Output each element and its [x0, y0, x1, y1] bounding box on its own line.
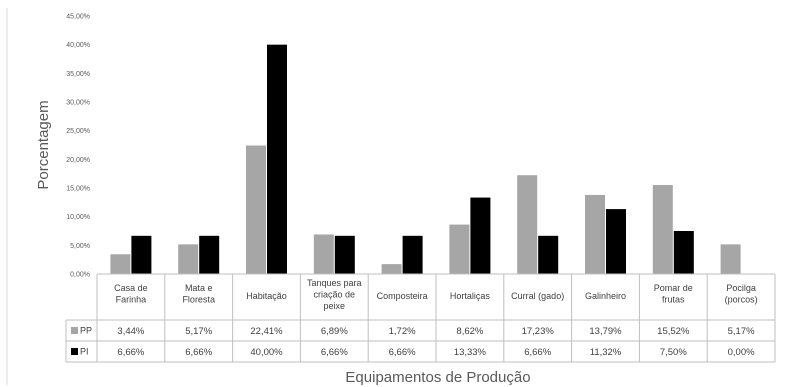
data-label: 6,66%: [321, 347, 348, 358]
category-label: Pocilga: [726, 283, 756, 293]
category-label: Curral (gado): [511, 291, 564, 301]
data-label: 5,17%: [728, 326, 755, 337]
data-label: 22,41%: [250, 326, 283, 337]
data-label: 40,00%: [250, 347, 283, 358]
legend-key-pi: [71, 348, 78, 355]
data-label: 17,23%: [522, 326, 555, 337]
category-label: Composteira: [377, 291, 428, 301]
y-tick-label: 5,00%: [70, 243, 90, 250]
data-label: 3,44%: [117, 326, 144, 337]
bar-pi-8: [673, 231, 694, 274]
bar-pi-7: [606, 209, 626, 274]
bar-pi-2: [267, 44, 287, 274]
x-axis-label: Equipamentos de Produção: [345, 369, 530, 386]
data-label: 11,32%: [590, 347, 622, 358]
bar-pp-2: [246, 145, 266, 274]
y-tick-label: 0,00%: [70, 272, 90, 279]
y-tick-label: 45,00%: [66, 14, 90, 21]
category-label: Tanques para: [307, 278, 362, 288]
category-label: Casa de: [114, 283, 148, 293]
category-label: Farinha: [116, 295, 147, 305]
data-label: 5,17%: [185, 326, 212, 337]
data-label: 6,66%: [389, 347, 416, 358]
bar-pi-1: [199, 235, 220, 274]
category-label: Pomar de: [654, 283, 693, 293]
bar-pp-1: [178, 244, 199, 274]
plot-area: 0,00% 5,00% 10,00% 15,00% 20,00% 25,00% 30,00%…: [6, 8, 776, 385]
data-label: 13,33%: [454, 347, 487, 358]
data-label: 15,52%: [657, 326, 690, 337]
y-tick-label: 25,00%: [66, 128, 90, 135]
y-axis-label: Porcentagem: [35, 100, 52, 189]
data-label: 13,79%: [589, 326, 622, 337]
category-label: Mata e: [185, 283, 213, 293]
category-label: frutas: [662, 295, 685, 305]
data-label: 6,66%: [117, 347, 144, 358]
bar-pp-6: [517, 175, 538, 274]
category-label: Habitação: [246, 291, 287, 301]
bar-pp-4: [381, 264, 402, 274]
bar-pp-9: [720, 244, 741, 274]
category-label: Floresta: [182, 295, 215, 305]
category-label: Galinheiro: [585, 291, 626, 301]
bar-pi-4: [402, 235, 423, 274]
y-tick-label: 40,00%: [66, 42, 90, 49]
y-tick-label: 10,00%: [66, 214, 90, 221]
y-tick-label: 20,00%: [66, 157, 90, 164]
bar-pi-0: [131, 235, 152, 274]
category-label: (porcos): [725, 295, 758, 305]
category-label: criação de: [314, 290, 356, 300]
legend-label-pp: PP: [80, 326, 92, 336]
bar-pi-3: [334, 235, 355, 274]
legend-label-pi: PI: [80, 347, 89, 357]
y-tick-label: 30,00%: [66, 100, 90, 107]
bar-pi-6: [538, 235, 559, 274]
bar-pi-5: [470, 197, 491, 274]
legend-key-pp: [71, 327, 78, 334]
bar-pp-3: [313, 234, 334, 274]
bar-pp-7: [585, 194, 605, 274]
data-label: 7,50%: [660, 347, 687, 358]
data-label: 6,66%: [524, 347, 551, 358]
data-label: 6,66%: [185, 347, 212, 358]
y-tick-label: 35,00%: [66, 71, 90, 78]
bar-pp-8: [652, 185, 673, 274]
bar-pp-0: [110, 254, 131, 274]
category-label: Hortaliças: [450, 291, 491, 301]
data-label: 0,00%: [728, 347, 755, 358]
data-label: 6,89%: [321, 326, 348, 337]
category-label: peixe: [324, 301, 346, 311]
data-label: 8,62%: [456, 326, 483, 337]
bar-pp-5: [449, 224, 470, 274]
y-tick-label: 15,00%: [66, 186, 90, 193]
data-label: 1,72%: [389, 326, 416, 337]
